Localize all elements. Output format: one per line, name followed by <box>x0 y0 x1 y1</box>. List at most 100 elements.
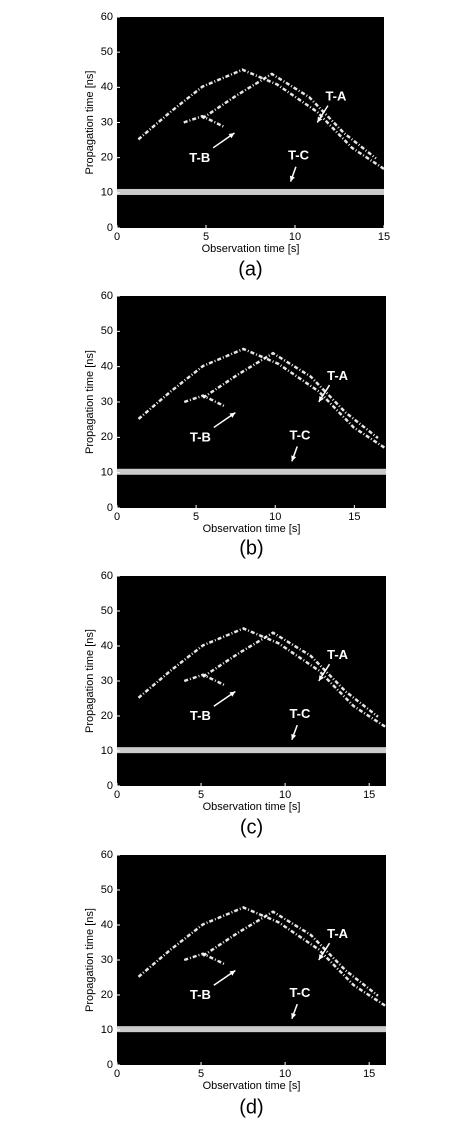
x-axis-label: Observation time [s] <box>202 243 300 255</box>
reflection-band <box>117 468 386 475</box>
x-tick-label: 5 <box>203 231 209 243</box>
x-tick-label: 5 <box>198 1068 204 1080</box>
y-tick-label: 40 <box>101 640 113 652</box>
trace <box>137 68 385 170</box>
y-tick-label: 10 <box>101 1024 113 1036</box>
trace <box>183 114 225 128</box>
plot-area <box>117 17 384 228</box>
y-tick-label: 10 <box>101 745 113 757</box>
x-tick-label: 0 <box>114 231 120 243</box>
trace <box>137 347 387 450</box>
annotation: T-A <box>327 647 349 662</box>
y-tick-label: 50 <box>101 46 113 58</box>
arrow-head <box>291 733 297 740</box>
annotation: T-B <box>190 708 211 723</box>
annotation: T-A <box>327 926 349 941</box>
annotation: T-B <box>189 150 210 165</box>
x-tick-label: 15 <box>363 789 375 801</box>
plot-area <box>117 576 386 786</box>
reflection-band <box>117 747 386 754</box>
y-tick-label: 0 <box>107 780 113 792</box>
y-tick-label: 60 <box>101 11 113 23</box>
y-tick-label: 20 <box>101 431 113 443</box>
x-tick-label: 15 <box>363 1068 375 1080</box>
y-axis-label: Propagation time [ns] <box>84 629 96 733</box>
y-axis-label: Propagation time [ns] <box>84 908 96 1012</box>
x-tick-label: 10 <box>279 789 291 801</box>
x-tick-label: 5 <box>193 511 199 523</box>
trace <box>137 906 387 1008</box>
plot-area <box>117 296 386 508</box>
arrow-head <box>289 175 295 182</box>
y-tick-label: 60 <box>101 290 113 302</box>
y-tick-label: 50 <box>101 884 113 896</box>
y-axis-label: Propagation time [ns] <box>84 350 96 454</box>
y-tick-label: 40 <box>101 361 113 373</box>
arrow-head <box>317 116 323 123</box>
annotation: T-A <box>327 368 349 383</box>
arrow-head <box>291 1012 297 1019</box>
trace <box>183 673 226 687</box>
x-tick-label: 0 <box>114 1068 120 1080</box>
y-tick-label: 0 <box>107 502 113 514</box>
arrow-head <box>229 412 236 418</box>
arrow-head <box>229 691 236 697</box>
y-tick-label: 40 <box>101 919 113 931</box>
x-tick-label: 0 <box>114 789 120 801</box>
arrow-head <box>318 396 324 402</box>
x-tick-label: 15 <box>378 231 390 243</box>
y-tick-label: 0 <box>107 1059 113 1071</box>
trace <box>183 952 226 966</box>
trace <box>202 351 379 440</box>
caption: (c) <box>240 816 263 838</box>
y-tick-label: 30 <box>101 396 113 408</box>
arrow-head <box>228 133 235 139</box>
trace <box>183 394 226 408</box>
y-tick-label: 30 <box>101 675 113 687</box>
arrow-head <box>318 954 324 960</box>
reflection-band <box>117 1026 386 1033</box>
y-tick-label: 60 <box>101 570 113 582</box>
trace <box>202 631 379 718</box>
arrow-head <box>291 455 297 462</box>
arrow-head <box>318 675 324 681</box>
y-tick-label: 60 <box>101 849 113 861</box>
y-tick-label: 10 <box>101 187 113 199</box>
reflection-band <box>117 188 384 195</box>
annotation: T-C <box>289 706 311 721</box>
annotation: T-C <box>289 427 311 442</box>
plot-area <box>117 855 386 1065</box>
y-tick-label: 50 <box>101 605 113 617</box>
trace <box>201 72 377 160</box>
x-tick-label: 0 <box>114 511 120 523</box>
y-tick-label: 0 <box>107 222 113 234</box>
y-tick-label: 20 <box>101 152 113 164</box>
y-axis-label: Propagation time [ns] <box>84 71 96 175</box>
x-tick-label: 10 <box>269 511 281 523</box>
caption: (d) <box>239 1096 263 1118</box>
y-tick-label: 20 <box>101 989 113 1001</box>
x-tick-label: 10 <box>289 231 301 243</box>
x-axis-label: Observation time [s] <box>203 523 301 535</box>
x-tick-label: 10 <box>279 1068 291 1080</box>
trace <box>202 910 379 997</box>
y-tick-label: 40 <box>101 81 113 93</box>
y-tick-label: 10 <box>101 467 113 479</box>
x-axis-label: Observation time [s] <box>203 801 301 813</box>
y-tick-label: 30 <box>101 954 113 966</box>
y-tick-label: 30 <box>101 116 113 128</box>
annotation: T-C <box>289 985 311 1000</box>
annotation: T-B <box>190 987 211 1002</box>
caption: (a) <box>238 258 262 280</box>
annotation: T-C <box>288 148 310 163</box>
annotation: T-B <box>190 429 211 444</box>
y-tick-label: 20 <box>101 710 113 722</box>
annotation: T-A <box>325 89 347 104</box>
x-axis-label: Observation time [s] <box>203 1080 301 1092</box>
arrow-head <box>229 970 236 976</box>
x-tick-label: 5 <box>198 789 204 801</box>
caption: (b) <box>239 537 263 559</box>
x-tick-label: 15 <box>348 511 360 523</box>
trace <box>137 627 387 729</box>
